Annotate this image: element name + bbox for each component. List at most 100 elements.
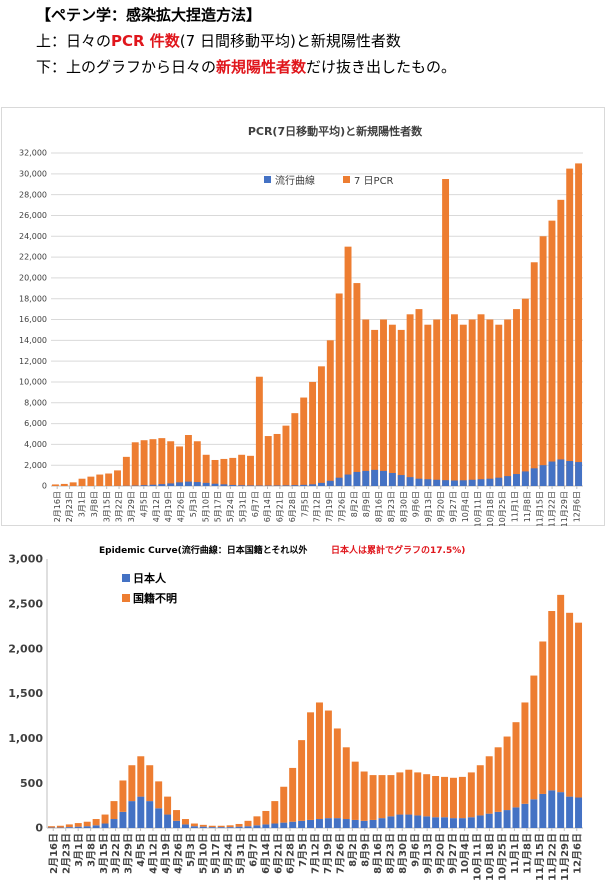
- x-tick-label: 11月1日: [511, 491, 520, 522]
- x-tick-label: 4月5日: [135, 833, 147, 867]
- bar-nationality-unknown: [423, 774, 431, 817]
- bar-epidemic-curve: [433, 479, 441, 486]
- bar-nationality-unknown: [396, 772, 404, 815]
- x-tick-label: 3月22日: [115, 491, 124, 522]
- bar-pcr: [211, 459, 219, 486]
- bar-pcr: [114, 470, 121, 486]
- x-tick-label: 7月19日: [322, 833, 334, 874]
- x-tick-label: 4月12日: [148, 833, 160, 874]
- bar-pcr: [566, 168, 574, 486]
- bar-japanese: [181, 824, 189, 828]
- x-tick-label: 3月29日: [123, 833, 135, 874]
- bar-japanese: [342, 819, 350, 828]
- bar-pcr: [273, 433, 281, 486]
- bar-epidemic-curve: [513, 474, 520, 486]
- caption-prefix: 上：日々の: [36, 32, 112, 50]
- bar-nationality-unknown: [199, 824, 207, 827]
- bar-pcr: [362, 319, 370, 486]
- x-tick-label: 10月25日: [498, 491, 507, 526]
- bar-epidemic-curve: [539, 465, 547, 486]
- x-tick-label: 8月2日: [350, 491, 359, 517]
- bar-epidemic-curve: [521, 471, 529, 486]
- caption-prefix: 下：上のグラフから日々の: [36, 58, 217, 76]
- bar-nationality-unknown: [485, 756, 493, 814]
- x-tick-label: 11月22日: [547, 833, 559, 881]
- bar-epidemic-curve: [442, 480, 450, 486]
- y-tick-label: 16,000: [19, 315, 47, 324]
- x-tick-label: 8月9日: [360, 833, 372, 867]
- bar-epidemic-curve: [504, 476, 512, 486]
- bar-epidemic-curve: [140, 485, 148, 486]
- bar-japanese: [521, 803, 529, 828]
- bar-nationality-unknown: [271, 801, 279, 824]
- legend-swatch-japanese: [122, 574, 130, 582]
- x-tick-label: 11月22日: [548, 491, 557, 526]
- bar-japanese: [566, 796, 574, 828]
- bar-japanese: [423, 816, 431, 828]
- chart-title: Epidemic Curve(流行曲線：日本国籍とそれ以外: [99, 544, 307, 556]
- bar-nationality-unknown: [164, 796, 172, 815]
- y-tick-label: 8,000: [24, 398, 47, 407]
- bar-epidemic-curve: [291, 485, 299, 486]
- x-tick-label: 10月4日: [459, 833, 471, 874]
- x-tick-label: 8月23日: [387, 491, 396, 522]
- bar-pcr: [371, 329, 379, 486]
- bar-pcr: [220, 458, 228, 486]
- bar-nationality-unknown: [173, 810, 181, 821]
- y-tick-label: 28,000: [19, 190, 47, 199]
- bar-japanese: [271, 823, 279, 828]
- bar-pcr: [353, 283, 361, 486]
- x-tick-label: 10月11日: [474, 491, 483, 526]
- bar-japanese: [503, 810, 511, 828]
- x-tick-label: 11月29日: [559, 833, 571, 881]
- bar-nationality-unknown: [262, 810, 270, 825]
- x-tick-label: 10月4日: [461, 491, 470, 522]
- bar-japanese: [298, 820, 306, 828]
- bar-epidemic-curve: [202, 482, 210, 486]
- bar-epidemic-curve: [406, 477, 414, 486]
- bar-epidemic-curve: [300, 484, 308, 486]
- bar-nationality-unknown: [360, 771, 368, 821]
- bar-nationality-unknown: [494, 747, 502, 812]
- x-tick-label: 7月5日: [297, 833, 309, 867]
- bar-epidemic-curve: [450, 480, 458, 486]
- bar-nationality-unknown: [575, 622, 583, 798]
- bar-japanese: [65, 827, 73, 828]
- bar-japanese: [360, 820, 368, 828]
- bar-japanese: [494, 811, 502, 828]
- bar-epidemic-curve: [353, 471, 361, 486]
- bar-pcr: [504, 319, 512, 486]
- bar-japanese: [414, 815, 422, 828]
- x-tick-label: 5月3日: [189, 491, 198, 517]
- bar-pcr: [69, 482, 77, 486]
- bar-nationality-unknown: [244, 820, 252, 827]
- x-tick-label: 7月12日: [310, 833, 322, 874]
- bar-pcr: [291, 413, 299, 486]
- x-tick-label: 11月29日: [560, 491, 569, 526]
- bar-pcr: [317, 366, 325, 486]
- bar-pcr: [51, 484, 59, 486]
- bar-epidemic-curve: [149, 484, 157, 486]
- bar-pcr: [521, 298, 529, 486]
- y-tick-label: 0: [42, 482, 47, 491]
- bar-nationality-unknown: [387, 775, 395, 817]
- y-tick-label: 6,000: [24, 419, 47, 428]
- x-tick-label: 8月23日: [384, 833, 396, 874]
- page-title: 【ペテン学：感染拡大捏造方法】: [36, 6, 262, 24]
- bar-nationality-unknown: [333, 728, 341, 819]
- x-tick-label: 12月6日: [571, 833, 583, 874]
- bar-nationality-unknown: [566, 612, 574, 797]
- bar-pcr: [424, 324, 432, 486]
- bar-nationality-unknown: [342, 747, 350, 820]
- x-tick-label: 6月14日: [263, 491, 272, 522]
- bar-epidemic-curve: [486, 478, 494, 486]
- bar-nationality-unknown: [530, 675, 538, 800]
- bar-pcr: [415, 309, 423, 486]
- bar-pcr: [486, 319, 494, 486]
- y-tick-label: 14,000: [19, 336, 47, 345]
- bar-japanese: [476, 815, 484, 828]
- bar-japanese: [244, 826, 252, 828]
- x-tick-label: 9月20日: [436, 491, 445, 522]
- x-tick-label: 6月21日: [272, 833, 284, 874]
